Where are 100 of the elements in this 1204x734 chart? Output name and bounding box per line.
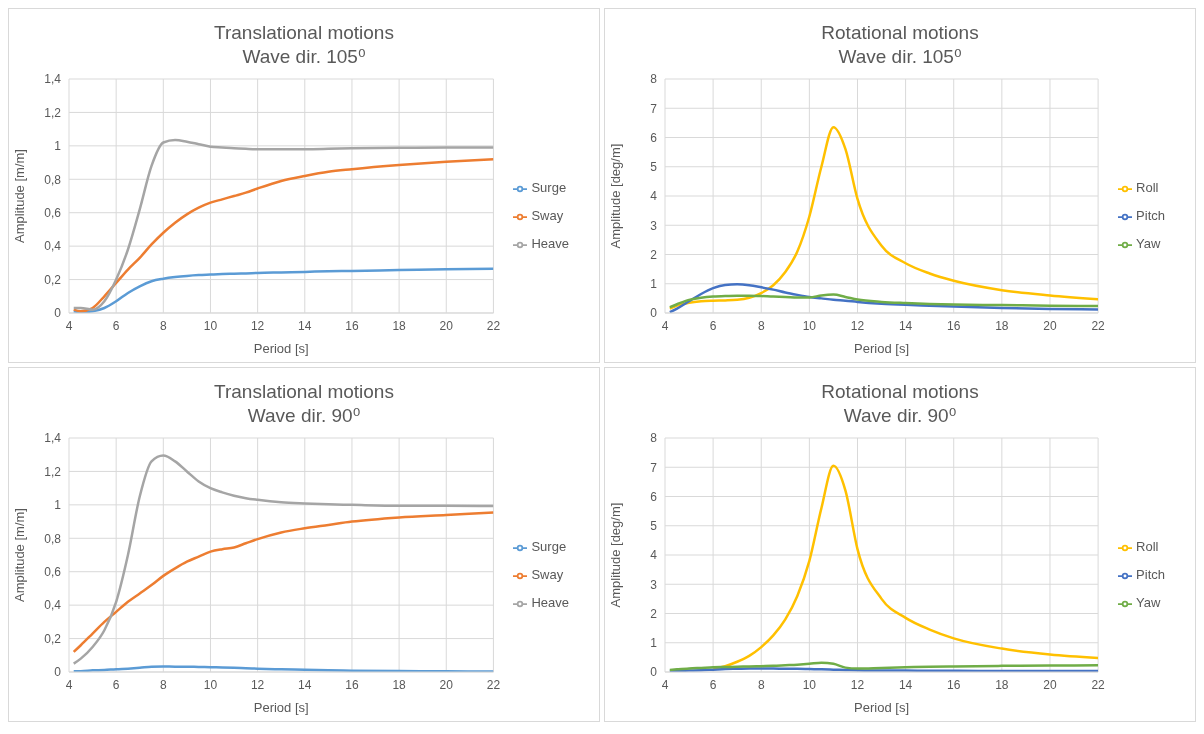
legend-label: Sway	[531, 567, 564, 582]
chart-title: Rotational motions	[820, 21, 980, 45]
x-tick-label: 12	[250, 677, 265, 692]
x-tick-label: 18	[995, 677, 1009, 692]
x-tick-label: 16	[345, 318, 359, 333]
legend-label: Sway	[531, 208, 564, 223]
y-tick-label: 1	[54, 498, 62, 513]
y-tick-label: 1,4	[44, 431, 62, 446]
y-tick-label: 1	[54, 139, 62, 154]
y-tick-label: 4	[650, 189, 658, 204]
line-series	[668, 126, 1099, 310]
x-tick-label: 8	[159, 677, 167, 692]
y-tick-label: 4	[650, 548, 658, 563]
x-tick-label: 8	[159, 318, 167, 333]
y-tick-label: 0,4	[44, 239, 62, 254]
chart-title: Rotational motions	[820, 380, 980, 404]
x-tick-label: 12	[250, 318, 265, 333]
chart-title: Translational motions	[213, 21, 395, 45]
x-axis-title: Period [s]	[253, 341, 309, 356]
y-tick-label: 8	[650, 72, 658, 87]
x-tick-label: 22	[486, 677, 501, 692]
y-tick-label: 2	[650, 247, 658, 262]
x-tick-label: 16	[947, 318, 961, 333]
y-tick-label: 3	[650, 218, 658, 233]
legend-label: Pitch	[1136, 208, 1165, 223]
x-tick-label: 14	[898, 677, 913, 692]
x-tick-label: 8	[757, 677, 765, 692]
line-series	[72, 267, 494, 313]
chart-subtitle: Wave dir. 105⁰	[837, 45, 963, 69]
y-tick-label: 1,2	[44, 464, 62, 479]
x-tick-label: 6	[112, 318, 120, 333]
y-tick-label: 0	[54, 306, 62, 321]
line-series	[668, 661, 1099, 672]
x-tick-label: 16	[947, 677, 961, 692]
x-axis-title: Period [s]	[854, 341, 910, 356]
y-tick-label: 0	[650, 665, 658, 680]
chart-subtitle: Wave dir. 105⁰	[241, 45, 367, 69]
x-tick-label: 16	[345, 677, 359, 692]
y-tick-label: 6	[650, 489, 658, 504]
x-tick-label: 8	[757, 318, 765, 333]
x-axis-title: Period [s]	[854, 700, 910, 715]
x-tick-label: 6	[709, 677, 717, 692]
y-tick-label: 2	[650, 606, 658, 621]
chart-title: Translational motions	[213, 380, 395, 404]
y-tick-label: 3	[650, 577, 658, 592]
legend-label: Surge	[531, 539, 567, 554]
y-tick-label: 0	[650, 306, 658, 321]
y-tick-label: 5	[650, 519, 658, 534]
x-tick-label: 20	[439, 318, 454, 333]
y-tick-label: 0	[54, 665, 62, 680]
x-tick-label: 12	[850, 318, 865, 333]
y-tick-label: 0,8	[44, 172, 62, 187]
y-axis-title: Amplitude [m/m]	[11, 149, 27, 243]
x-tick-label: 6	[112, 677, 120, 692]
line-series	[668, 283, 1099, 313]
y-tick-label: 7	[650, 101, 658, 116]
y-tick-label: 0,8	[44, 531, 62, 546]
x-tick-label: 18	[392, 677, 407, 692]
y-tick-label: 1	[650, 277, 658, 292]
y-tick-label: 0,4	[44, 598, 62, 613]
y-tick-label: 1,2	[44, 105, 62, 120]
legend-label: Surge	[531, 180, 567, 195]
y-tick-label: 1	[650, 636, 658, 651]
x-tick-label: 4	[661, 677, 669, 692]
y-tick-label: 5	[650, 160, 658, 175]
x-tick-label: 20	[1043, 318, 1057, 333]
chart-subtitle: Wave dir. 90⁰	[842, 404, 958, 428]
legend-label: Yaw	[1136, 236, 1161, 251]
y-tick-label: 0,2	[44, 272, 62, 287]
x-tick-label: 22	[1091, 677, 1106, 692]
x-tick-label: 18	[995, 318, 1009, 333]
x-tick-label: 10	[802, 318, 817, 333]
x-tick-label: 22	[486, 318, 501, 333]
x-tick-label: 14	[298, 677, 312, 692]
y-tick-label: 0,6	[44, 205, 62, 220]
y-axis-title: Amplitude [deg/m]	[607, 143, 623, 249]
x-tick-label: 20	[439, 677, 454, 692]
x-tick-label: 22	[1091, 318, 1106, 333]
x-tick-label: 4	[65, 318, 73, 333]
x-tick-label: 10	[203, 677, 218, 692]
y-tick-label: 8	[650, 431, 658, 446]
y-tick-label: 1,4	[44, 72, 62, 87]
x-tick-label: 6	[709, 318, 717, 333]
line-series	[72, 511, 494, 654]
x-tick-label: 14	[298, 318, 312, 333]
x-tick-label: 4	[65, 677, 73, 692]
legend-label: Yaw	[1136, 595, 1161, 610]
y-axis-title: Amplitude [deg/m]	[607, 502, 623, 608]
y-tick-label: 6	[650, 130, 658, 145]
x-axis-title: Period [s]	[253, 700, 309, 715]
x-tick-label: 10	[203, 318, 218, 333]
chart-subtitle: Wave dir. 90⁰	[246, 404, 362, 428]
x-tick-label: 18	[392, 318, 407, 333]
x-tick-label: 12	[850, 677, 865, 692]
legend-label: Heave	[531, 236, 569, 251]
legend-label: Heave	[531, 595, 569, 610]
legend-label: Pitch	[1136, 567, 1165, 582]
line-series	[668, 293, 1099, 309]
x-tick-label: 4	[661, 318, 669, 333]
legend-label: Roll	[1136, 539, 1159, 554]
